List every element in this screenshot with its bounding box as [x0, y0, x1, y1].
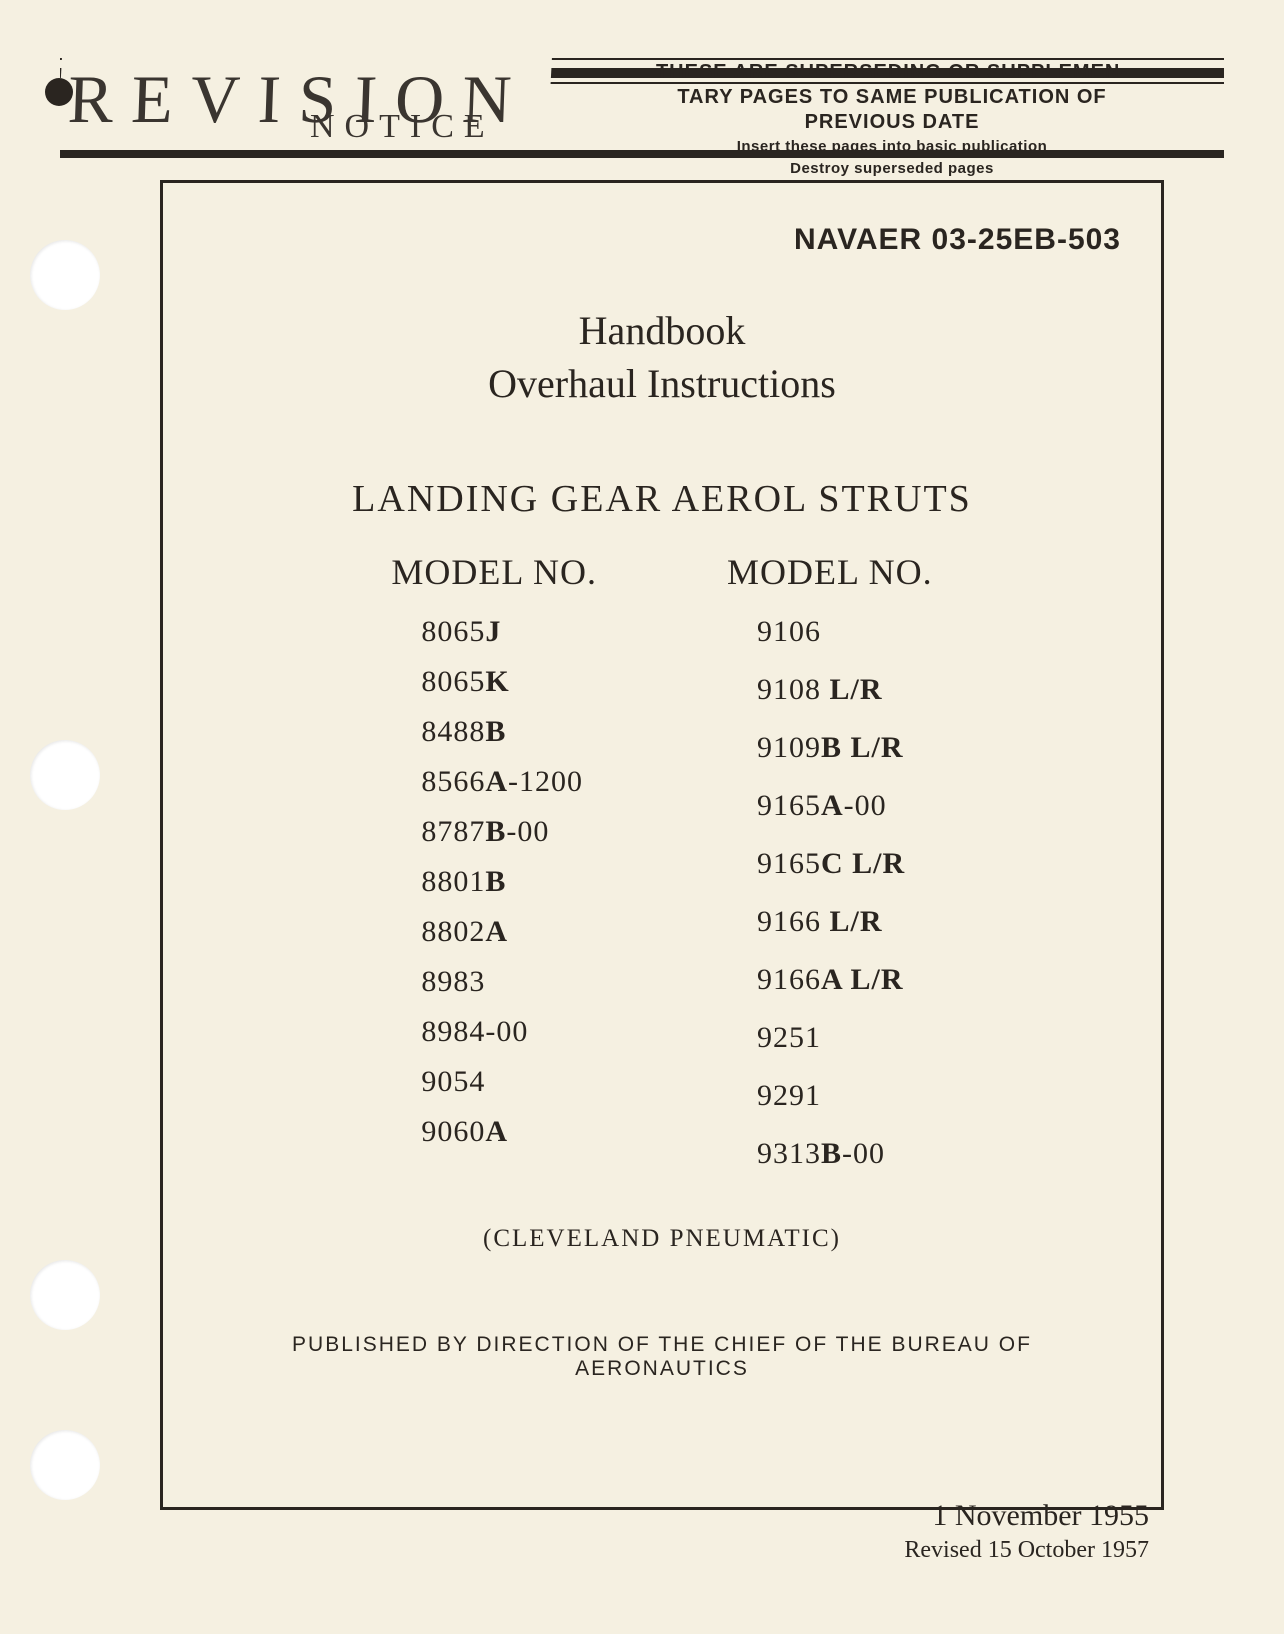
- destroy-instruction: Destroy superseded pages: [580, 159, 1204, 179]
- superseding-line: PREVIOUS DATE: [580, 110, 1204, 135]
- model-item: 9109B L/R: [757, 731, 933, 765]
- manufacturer-label: (CLEVELAND PNEUMATIC): [203, 1225, 1121, 1253]
- document-number: NAVAER 03-25EB-503: [203, 223, 1121, 257]
- model-list-right: 9106 9108 L/R 9109B L/R 9165A-00 9165C L/R 91…: [727, 615, 933, 1171]
- content-frame: NAVAER 03-25EB-503 Handbook Overhaul Ins…: [160, 180, 1164, 1510]
- page-container: REVISION NOTICE THESE ARE SUPERSEDING OR…: [60, 40, 1224, 1594]
- date-block: 1 November 1955 Revised 15 October 1957: [904, 1499, 1149, 1564]
- header-banner: REVISION NOTICE THESE ARE SUPERSEDING OR…: [60, 40, 1224, 160]
- model-item: 8787B-00: [421, 815, 597, 849]
- model-list-left: 8065J 8065K 8488B 8566A-1200 8787B-00 8801B 88…: [391, 615, 597, 1149]
- superseding-notice: THESE ARE SUPERSEDING OR SUPPLEMEN- TARY…: [580, 60, 1204, 178]
- section-title: LANDING GEAR AEROL STRUTS: [203, 477, 1121, 521]
- punch-hole: [30, 740, 100, 810]
- model-item: 9166 L/R: [757, 905, 933, 939]
- date-revised: Revised 15 October 1957: [904, 1537, 1149, 1564]
- model-item: 8566A-1200: [421, 765, 597, 799]
- model-item: 9166A L/R: [757, 963, 933, 997]
- superseding-line: TARY PAGES TO SAME PUBLICATION OF: [580, 85, 1204, 110]
- notice-label: NOTICE: [310, 108, 495, 146]
- model-item: 9060A: [421, 1115, 597, 1149]
- model-item: 8488B: [421, 715, 597, 749]
- model-item: 9108 L/R: [757, 673, 933, 707]
- model-item: 9251: [757, 1021, 933, 1055]
- date-main: 1 November 1955: [904, 1499, 1149, 1533]
- model-item: 9291: [757, 1079, 933, 1113]
- model-item: 9165A-00: [757, 789, 933, 823]
- overhaul-subtitle: Overhaul Instructions: [203, 360, 1121, 407]
- model-column-left: MODEL NO. 8065J 8065K 8488B 8566A-1200 8787B…: [391, 551, 597, 1195]
- handbook-title: Handbook: [203, 307, 1121, 354]
- model-item: 8983: [421, 965, 597, 999]
- model-item: 9106: [757, 615, 933, 649]
- model-item: 8065J: [421, 615, 597, 649]
- model-item: 8065K: [421, 665, 597, 699]
- published-by: PUBLISHED BY DIRECTION OF THE CHIEF OF T…: [203, 1333, 1121, 1381]
- model-header: MODEL NO.: [727, 551, 933, 593]
- models-container: MODEL NO. 8065J 8065K 8488B 8566A-1200 8787B…: [203, 551, 1121, 1195]
- model-header: MODEL NO.: [391, 551, 597, 593]
- model-item: 9054: [421, 1065, 597, 1099]
- punch-hole: [30, 1260, 100, 1330]
- punch-hole-filled: [45, 78, 73, 106]
- model-item: 8802A: [421, 915, 597, 949]
- model-item: 8984-00: [421, 1015, 597, 1049]
- superseding-line: THESE ARE SUPERSEDING OR SUPPLEMEN-: [580, 60, 1204, 85]
- model-item: 9313B-00: [757, 1137, 933, 1171]
- model-column-right: MODEL NO. 91069108 L/R9109B L/R9165A-009…: [727, 551, 933, 1195]
- insert-instruction: Insert these pages into basic publicatio…: [580, 137, 1204, 157]
- punch-hole: [30, 1430, 100, 1500]
- model-item: 9165C L/R: [757, 847, 933, 881]
- punch-hole: [30, 240, 100, 310]
- model-item: 8801B: [421, 865, 597, 899]
